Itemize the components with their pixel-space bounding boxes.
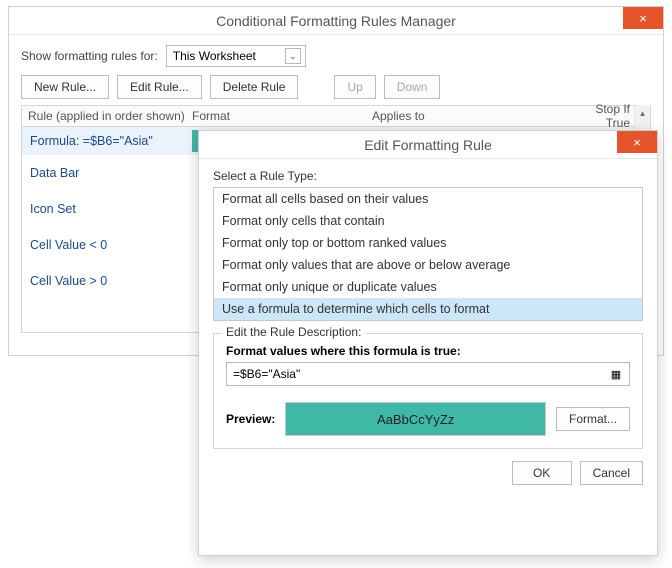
col-rule: Rule (applied in order shown) [22, 109, 192, 123]
select-rule-type-label: Select a Rule Type: [213, 169, 643, 183]
manager-titlebar: Conditional Formatting Rules Manager × [9, 7, 663, 35]
formula-value: =$B6="Asia" [233, 367, 300, 381]
edit-title: Edit Formatting Rule [199, 137, 657, 153]
rule-description-legend: Edit the Rule Description: [222, 325, 365, 339]
format-button[interactable]: Format... [556, 407, 630, 431]
preview-swatch: AaBbCcYyZz [285, 402, 546, 436]
preview-label: Preview: [226, 412, 275, 426]
ok-button[interactable]: OK [512, 461, 572, 485]
new-rule-button[interactable]: New Rule... [21, 75, 109, 99]
range-picker-icon[interactable]: ▦ [607, 366, 625, 382]
scope-select[interactable]: This Worksheet ⌄ [166, 45, 306, 67]
rule-type-option[interactable]: Use a formula to determine which cells t… [214, 298, 642, 320]
col-format: Format [192, 109, 372, 123]
edit-rule-button[interactable]: Edit Rule... [117, 75, 202, 99]
cancel-button[interactable]: Cancel [580, 461, 643, 485]
rule-type-option[interactable]: Format all cells based on their values [214, 188, 642, 210]
rule-type-option[interactable]: Format only cells that contain [214, 210, 642, 232]
rule-name: Data Bar [22, 166, 192, 180]
rule-type-option[interactable]: Format only unique or duplicate values [214, 276, 642, 298]
grid-header: Rule (applied in order shown) Format App… [21, 105, 651, 127]
rule-name: Formula: =$B6="Asia" [22, 134, 192, 148]
rule-type-list[interactable]: Format all cells based on their values F… [213, 187, 643, 321]
show-for-label: Show formatting rules for: [21, 49, 158, 63]
rule-name: Cell Value > 0 [22, 274, 192, 288]
rule-name: Icon Set [22, 202, 192, 216]
formula-label: Format values where this formula is true… [226, 344, 630, 358]
move-down-button[interactable]: Down [384, 75, 441, 99]
manager-title: Conditional Formatting Rules Manager [9, 13, 663, 29]
move-up-button[interactable]: Up [334, 75, 375, 99]
edit-rule-dialog: Edit Formatting Rule × Select a Rule Typ… [198, 130, 658, 556]
rule-name: Cell Value < 0 [22, 238, 192, 252]
close-icon[interactable]: × [617, 131, 657, 153]
formula-input[interactable]: =$B6="Asia" ▦ [226, 362, 630, 386]
scope-value: This Worksheet [173, 49, 256, 63]
chevron-down-icon: ⌄ [285, 48, 301, 64]
rule-description-group: Edit the Rule Description: Format values… [213, 333, 643, 449]
close-icon[interactable]: × [623, 7, 663, 29]
rule-type-option[interactable]: Format only top or bottom ranked values [214, 232, 642, 254]
col-applies: Applies to [372, 109, 572, 123]
edit-titlebar: Edit Formatting Rule × [199, 131, 657, 159]
delete-rule-button[interactable]: Delete Rule [210, 75, 299, 99]
rule-type-option[interactable]: Format only values that are above or bel… [214, 254, 642, 276]
scroll-up-icon[interactable]: ▴ [635, 105, 650, 121]
